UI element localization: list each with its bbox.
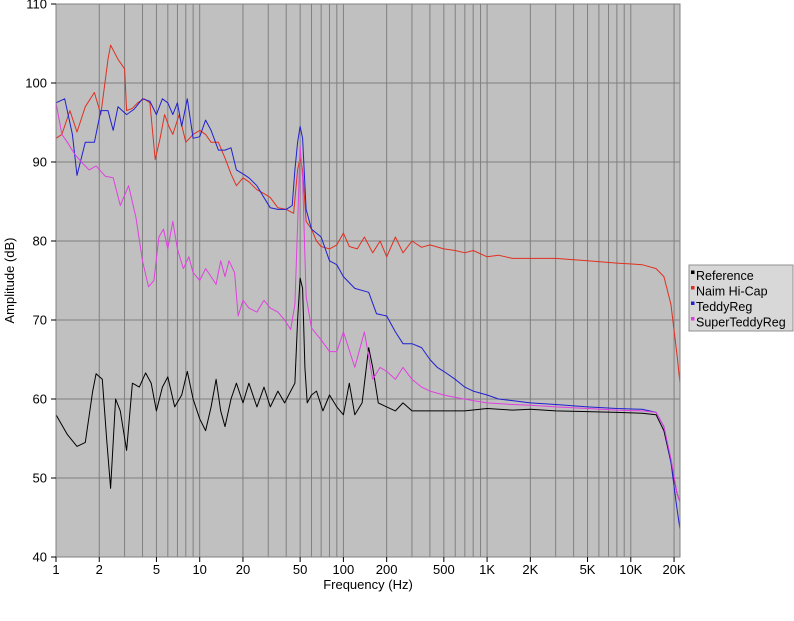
x-tick-label: 5K bbox=[580, 562, 596, 577]
plot-area bbox=[56, 4, 680, 557]
x-tick-label: 2 bbox=[96, 562, 103, 577]
x-tick-label: 1K bbox=[479, 562, 495, 577]
legend-swatch bbox=[691, 270, 695, 274]
x-tick-label: 2K bbox=[522, 562, 538, 577]
x-tick-label: 500 bbox=[433, 562, 455, 577]
y-axis-title: Amplitude (dB) bbox=[2, 238, 17, 324]
series-line-reference bbox=[55, 277, 681, 502]
x-tick-label: 200 bbox=[376, 562, 398, 577]
series-line-teddyreg bbox=[55, 98, 681, 530]
x-axis-ticks: 1 2 5 10 20 50 100 200 500 1K 2K 5K 10K 20K bbox=[52, 557, 686, 577]
y-tick-label: 70 bbox=[33, 313, 47, 328]
y-tick-label: 50 bbox=[33, 471, 47, 486]
legend-label: Naim Hi-Cap bbox=[696, 285, 768, 299]
x-tick-label: 20 bbox=[236, 562, 250, 577]
x-tick-label: 10K bbox=[619, 562, 642, 577]
y-tick-label: 80 bbox=[33, 234, 47, 249]
legend-swatch bbox=[691, 317, 695, 321]
x-axis-title: Frequency (Hz) bbox=[323, 577, 413, 592]
legend-label: Reference bbox=[696, 269, 754, 283]
legend-label: SuperTeddyReg bbox=[696, 316, 786, 330]
x-tick-label: 20K bbox=[662, 562, 685, 577]
legend-swatch bbox=[691, 301, 695, 305]
y-tick-label: 100 bbox=[25, 76, 47, 91]
x-tick-label: 50 bbox=[293, 562, 307, 577]
x-tick-label: 100 bbox=[333, 562, 355, 577]
series-line-superteddyreg bbox=[55, 102, 681, 502]
y-tick-label: 110 bbox=[26, 0, 47, 12]
plot-border bbox=[55, 3, 681, 558]
legend-box bbox=[688, 264, 794, 332]
y-tick-label: 90 bbox=[33, 155, 47, 170]
x-tick-label: 10 bbox=[192, 562, 206, 577]
series-line-naim-hi-cap bbox=[55, 44, 681, 384]
legend-swatch bbox=[691, 286, 695, 290]
x-tick-label: 5 bbox=[153, 562, 160, 577]
y-axis-ticks: 40 50 60 70 80 90 100 110 bbox=[25, 0, 56, 565]
x-tick-label: 1 bbox=[52, 562, 59, 577]
series-lines bbox=[55, 44, 681, 530]
legend-label: TeddyReg bbox=[696, 300, 752, 314]
y-tick-label: 60 bbox=[33, 392, 47, 407]
y-tick-label: 40 bbox=[33, 550, 47, 565]
